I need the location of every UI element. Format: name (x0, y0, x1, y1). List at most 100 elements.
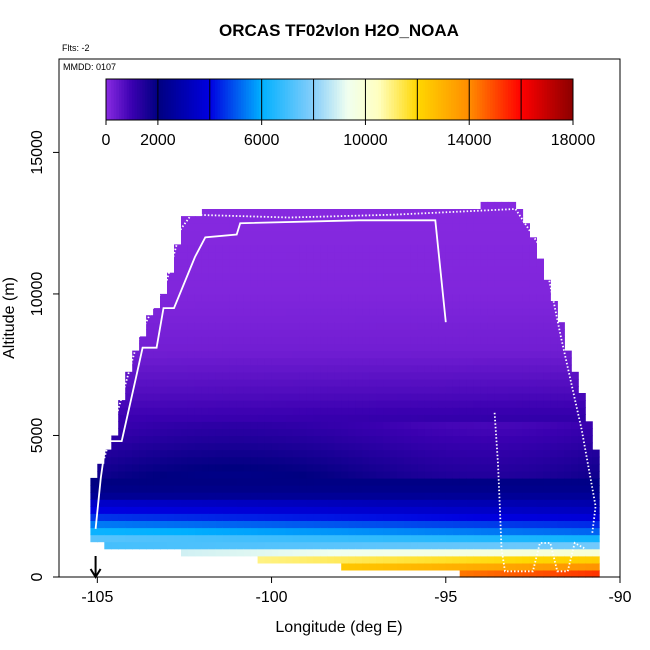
heatmap-cell (466, 414, 475, 422)
heatmap-cell (132, 506, 140, 514)
heatmap-cell (257, 223, 266, 231)
heatmap-cell (522, 385, 530, 394)
heatmap-cell (320, 272, 328, 281)
heatmap-cell (306, 237, 314, 245)
heatmap-cell (557, 322, 565, 330)
heatmap-cell (250, 492, 259, 500)
heatmap-cell (208, 230, 217, 238)
heatmap-cell (327, 322, 335, 330)
heatmap-cell (334, 357, 342, 366)
heatmap-cell (167, 435, 175, 444)
heatmap-cell (424, 534, 433, 543)
heatmap-cell (306, 470, 314, 479)
colorbar-segment (445, 79, 449, 120)
heatmap-cell (522, 407, 530, 415)
heatmap-cell (215, 378, 224, 387)
heatmap-cell (515, 569, 524, 578)
heatmap-cell (383, 548, 391, 557)
heatmap-cell (404, 357, 412, 366)
heatmap-cell (215, 463, 224, 472)
heatmap-cell (459, 506, 468, 514)
colorbar-segment (334, 79, 338, 120)
heatmap-cell (508, 400, 517, 408)
heatmap-cell (571, 449, 579, 458)
heatmap-cell (215, 485, 224, 493)
heatmap-cell (278, 393, 287, 401)
heatmap-cell (501, 378, 510, 387)
heatmap-cell (174, 336, 182, 345)
heatmap-cell (104, 485, 112, 493)
heatmap-cell (390, 428, 398, 437)
heatmap-cell (390, 492, 398, 500)
colorbar-segment (124, 79, 128, 120)
colorbar-segment (194, 79, 198, 120)
heatmap-cell (480, 237, 489, 245)
heatmap-cell (431, 265, 440, 274)
heatmap-cell (264, 209, 273, 217)
heatmap-cell (160, 414, 168, 422)
heatmap-cell (222, 378, 231, 387)
colorbar-segment (126, 79, 130, 120)
colorbar-segment (176, 79, 180, 120)
heatmap-cell (187, 428, 196, 437)
heatmap-cell (285, 286, 294, 295)
heatmap-cell (181, 548, 189, 557)
heatmap-cell (327, 265, 335, 274)
colorbar-segment (531, 79, 535, 120)
heatmap-cell (410, 520, 419, 529)
heatmap-cell (215, 414, 224, 422)
heatmap-cell (390, 562, 398, 571)
heatmap-cell (111, 541, 119, 550)
heatmap-cell (494, 477, 503, 486)
heatmap-cell (271, 435, 280, 444)
heatmap-cell (208, 216, 217, 224)
heatmap-cell (452, 251, 461, 260)
heatmap-cell (592, 513, 600, 521)
heatmap-cell (257, 485, 266, 493)
heatmap-cell (404, 555, 412, 564)
heatmap-cell (264, 315, 273, 323)
heatmap-cell (306, 442, 314, 451)
heatmap-cell (208, 272, 217, 281)
heatmap-cell (334, 265, 342, 274)
heatmap-cell (320, 378, 328, 387)
heatmap-cell (501, 343, 510, 352)
heatmap-cell (118, 407, 126, 415)
heatmap-cell (167, 308, 175, 316)
heatmap-cell (215, 506, 224, 514)
heatmap-cell (187, 230, 196, 238)
heatmap-cell (417, 237, 426, 245)
heatmap-cell (181, 485, 189, 493)
heatmap-cell (424, 435, 433, 444)
heatmap-cell (383, 364, 391, 373)
heatmap-cell (250, 449, 259, 458)
heatmap-cell (383, 477, 391, 486)
heatmap-cell (383, 506, 391, 514)
heatmap-cell (194, 350, 203, 359)
colorbar-segment (310, 79, 315, 120)
heatmap-cell (383, 357, 391, 366)
heatmap-cell (397, 421, 405, 429)
heatmap-cell (466, 272, 475, 281)
heatmap-cell (264, 322, 273, 330)
heatmap-cell (181, 265, 189, 274)
heatmap-cell (445, 286, 454, 295)
heatmap-cell (404, 286, 412, 295)
heatmap-cell (487, 385, 496, 394)
colorbar-segment (300, 79, 304, 120)
heatmap-cell (313, 534, 321, 543)
heatmap-cell (132, 435, 140, 444)
heatmap-cell (327, 315, 335, 323)
heatmap-cell (250, 308, 259, 316)
heatmap-cell (146, 350, 154, 359)
heatmap-cell (355, 265, 363, 274)
heatmap-cell (355, 385, 363, 394)
heatmap-cell (487, 251, 496, 260)
heatmap-cell (139, 541, 147, 550)
heatmap-cell (215, 279, 224, 288)
heatmap-cell (445, 513, 454, 521)
heatmap-cell (424, 385, 433, 394)
heatmap-cell (292, 329, 301, 337)
heatmap-cell (327, 520, 335, 529)
